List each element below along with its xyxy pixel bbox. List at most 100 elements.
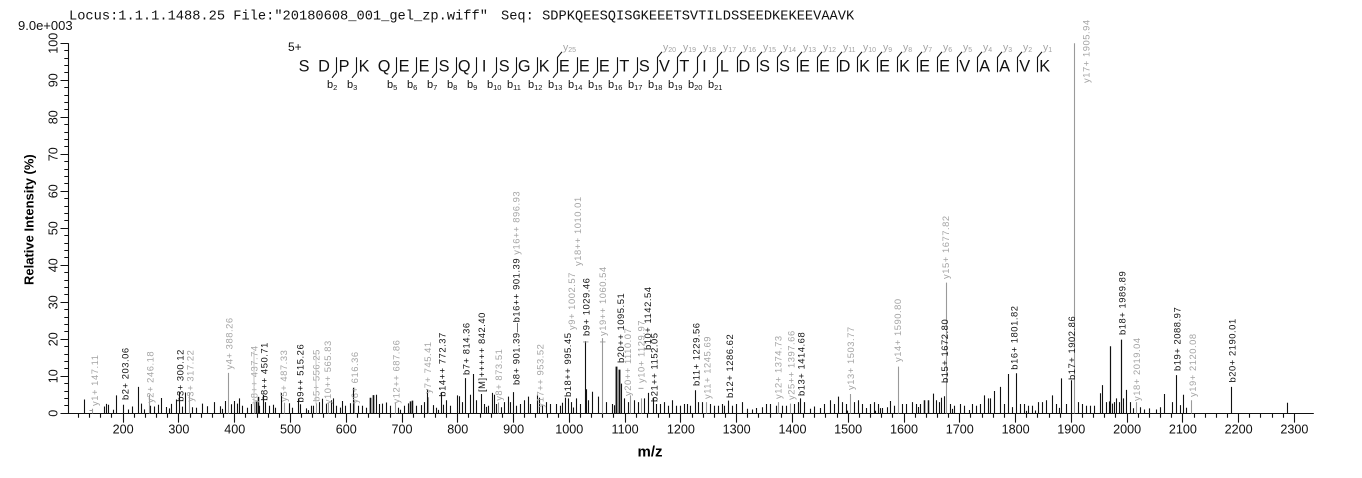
svg-text:y15+ 1677.82: y15+ 1677.82 xyxy=(940,215,951,279)
svg-text:10: 10 xyxy=(47,369,61,383)
svg-text:70: 70 xyxy=(47,147,61,161)
svg-text:b12: b12 xyxy=(528,79,542,92)
svg-text:1300: 1300 xyxy=(723,423,751,437)
svg-text:b9+ 1029.46: b9+ 1029.46 xyxy=(580,278,591,336)
svg-text:A: A xyxy=(999,58,1010,76)
svg-text:S: S xyxy=(439,58,450,76)
svg-text:200: 200 xyxy=(113,423,134,437)
svg-text:T: T xyxy=(619,58,629,76)
svg-text:y11+ 1245.69: y11+ 1245.69 xyxy=(701,336,712,399)
svg-text:y20++ 1110.07: y20++ 1110.07 xyxy=(622,328,633,396)
svg-text:100: 100 xyxy=(47,33,61,54)
svg-text:20: 20 xyxy=(47,332,61,346)
svg-text:b20+ 2190.01: b20+ 2190.01 xyxy=(1226,318,1237,382)
svg-text:y6: y6 xyxy=(943,42,952,55)
svg-text:1100: 1100 xyxy=(612,423,639,437)
svg-text:y19++ 1060.54: y19++ 1060.54 xyxy=(597,266,608,336)
svg-text:Q: Q xyxy=(458,58,471,76)
svg-text:1700: 1700 xyxy=(946,423,974,437)
svg-text:y5+ 487.33: y5+ 487.33 xyxy=(278,350,289,402)
svg-text:E: E xyxy=(819,58,830,76)
svg-text:400: 400 xyxy=(224,423,245,437)
svg-text:2200: 2200 xyxy=(1225,423,1253,437)
svg-text:I: I xyxy=(482,58,487,76)
svg-text:K: K xyxy=(859,58,870,76)
svg-text:1400: 1400 xyxy=(778,423,806,437)
svg-text:0: 0 xyxy=(47,410,61,417)
svg-text:b10+ 1142.54: b10+ 1142.54 xyxy=(642,286,653,350)
svg-text:y2: y2 xyxy=(1023,42,1032,55)
svg-text:K: K xyxy=(899,58,910,76)
svg-text:y19+ 2120.08: y19+ 2120.08 xyxy=(1187,333,1198,397)
svg-text:y12+ 1374.73: y12+ 1374.73 xyxy=(772,335,783,399)
svg-text:2000: 2000 xyxy=(1113,423,1141,437)
svg-text:y6+ 616.36: y6+ 616.36 xyxy=(349,351,360,403)
svg-text:b10: b10 xyxy=(487,79,501,92)
svg-text:1900: 1900 xyxy=(1057,423,1085,437)
svg-text:K: K xyxy=(1039,58,1050,76)
svg-text:y8+ 873.51: y8+ 873.51 xyxy=(493,349,504,401)
svg-text:b9: b9 xyxy=(467,79,477,92)
svg-text:b11: b11 xyxy=(507,79,521,92)
svg-text:700: 700 xyxy=(391,423,412,437)
svg-text:1800: 1800 xyxy=(1002,423,1030,437)
svg-text:1200: 1200 xyxy=(667,423,695,437)
svg-text:E: E xyxy=(399,58,410,76)
svg-text:b18++ 995.45: b18++ 995.45 xyxy=(562,333,573,397)
svg-text:y4: y4 xyxy=(983,42,992,55)
svg-text:b13: b13 xyxy=(548,79,562,92)
svg-text:K: K xyxy=(359,58,370,76)
svg-text:V: V xyxy=(659,58,670,76)
svg-text:b3+ 300.12: b3+ 300.12 xyxy=(174,349,185,402)
svg-text:b5: b5 xyxy=(387,79,397,92)
svg-text:S: S xyxy=(779,58,790,76)
svg-text:L: L xyxy=(720,58,729,76)
svg-text:y9+ 1002.57: y9+ 1002.57 xyxy=(566,272,577,330)
svg-text:5+: 5+ xyxy=(288,40,302,54)
svg-text:S: S xyxy=(759,58,770,76)
svg-text:y17+ 1905.94: y17+ 1905.94 xyxy=(1080,19,1091,83)
svg-text:y12++ 687.86: y12++ 687.86 xyxy=(390,340,401,404)
svg-text:b17+ 1902.86: b17+ 1902.86 xyxy=(1066,316,1077,380)
svg-text:E: E xyxy=(799,58,810,76)
svg-text:y7+ 745.41: y7+ 745.41 xyxy=(422,341,433,393)
svg-text:y8: y8 xyxy=(903,42,912,55)
svg-text:y7: y7 xyxy=(923,42,932,55)
svg-text:b8++ 450.71: b8++ 450.71 xyxy=(258,342,269,401)
svg-text:b18: b18 xyxy=(648,79,662,92)
svg-text:b20: b20 xyxy=(688,79,702,92)
svg-text:800: 800 xyxy=(447,423,468,437)
svg-text:y25++ 1397.66: y25++ 1397.66 xyxy=(785,330,796,400)
svg-text:80: 80 xyxy=(47,110,61,124)
svg-text:y18++ 1010.01: y18++ 1010.01 xyxy=(572,196,583,266)
svg-text:600: 600 xyxy=(336,423,357,437)
svg-text:y1: y1 xyxy=(1043,42,1052,55)
svg-text:b16: b16 xyxy=(608,79,622,92)
svg-text:y14+ 1590.80: y14+ 1590.80 xyxy=(892,298,903,362)
svg-text:2300: 2300 xyxy=(1280,423,1308,437)
svg-text:60: 60 xyxy=(47,184,61,198)
svg-text:b15: b15 xyxy=(588,79,602,92)
svg-text:9.0e+003: 9.0e+003 xyxy=(18,18,73,33)
svg-text:E: E xyxy=(419,58,430,76)
svg-text:y18+ 2019.04: y18+ 2019.04 xyxy=(1131,337,1142,401)
svg-text:40: 40 xyxy=(47,258,61,272)
svg-text:Locus:1.1.1.1488.25 File:"2018: Locus:1.1.1.1488.25 File:"20180608_001_g… xyxy=(69,10,488,25)
svg-text:b7+ 814.36: b7+ 814.36 xyxy=(461,322,472,375)
svg-text:b6: b6 xyxy=(407,79,417,92)
svg-text:y17++ 953.52: y17++ 953.52 xyxy=(534,344,545,408)
svg-text:K: K xyxy=(539,58,550,76)
svg-text:S: S xyxy=(299,58,310,76)
svg-text:E: E xyxy=(599,58,610,76)
svg-text:y3+ 317.22: y3+ 317.22 xyxy=(184,350,195,402)
svg-text:E: E xyxy=(879,58,890,76)
svg-text:b12+ 1286.62: b12+ 1286.62 xyxy=(724,334,735,398)
svg-text:1600: 1600 xyxy=(890,423,918,437)
svg-text:y2+ 246.18: y2+ 246.18 xyxy=(144,351,155,403)
svg-text:y9: y9 xyxy=(883,42,892,55)
svg-text:S: S xyxy=(639,58,650,76)
svg-text:E: E xyxy=(919,58,930,76)
svg-text:[M]+++++ 842.40: [M]+++++ 842.40 xyxy=(476,312,487,392)
svg-text:b16+ 1801.82: b16+ 1801.82 xyxy=(1008,305,1019,369)
svg-text:E: E xyxy=(939,58,950,76)
